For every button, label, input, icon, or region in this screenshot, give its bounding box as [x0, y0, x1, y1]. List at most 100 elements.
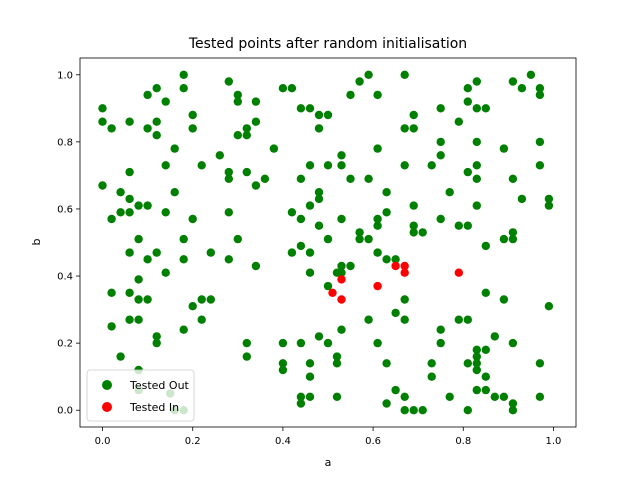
point-tested-out	[296, 392, 306, 401]
point-tested-out	[188, 124, 197, 133]
point-tested-out	[373, 144, 382, 153]
point-tested-out	[287, 208, 297, 217]
y-tick-label: 1.0	[57, 70, 73, 81]
point-tested-out	[418, 228, 427, 237]
legend-marker-tested-out	[102, 380, 112, 390]
x-axis-label: a	[325, 456, 332, 469]
point-tested-out	[314, 221, 324, 230]
point-tested-out	[400, 295, 409, 304]
point-tested-out	[337, 161, 346, 170]
point-tested-out	[98, 117, 107, 126]
point-tested-out	[152, 338, 161, 348]
x-tick-label: 0.8	[455, 436, 471, 447]
point-tested-out	[242, 131, 251, 140]
point-tested-in	[400, 268, 409, 277]
point-tested-out	[517, 84, 527, 93]
plot-frame	[79, 57, 577, 428]
point-tested-out	[409, 201, 418, 210]
point-tested-out	[143, 255, 152, 264]
point-tested-out	[296, 214, 306, 224]
point-tested-out	[305, 201, 315, 210]
point-tested-out	[224, 167, 233, 177]
point-tested-out	[323, 234, 333, 244]
point-tested-out	[251, 181, 261, 190]
point-tested-out	[107, 288, 116, 297]
x-tick-label: 0.4	[275, 436, 291, 447]
point-tested-out	[427, 161, 436, 170]
point-tested-in	[337, 275, 346, 284]
legend-label-tested-in: Tested In	[129, 401, 179, 414]
point-tested-out	[535, 359, 545, 368]
point-tested-out	[472, 77, 481, 86]
point-tested-out	[152, 117, 161, 126]
point-tested-out	[337, 151, 346, 160]
point-tested-out	[107, 214, 116, 224]
point-tested-out	[337, 268, 346, 277]
point-tested-out	[143, 295, 152, 304]
point-tested-out	[508, 406, 518, 415]
point-tested-out	[125, 248, 134, 257]
point-tested-out	[134, 234, 143, 244]
point-tested-out	[305, 248, 315, 257]
x-tick-label: 0.0	[95, 436, 111, 447]
point-tested-out	[269, 144, 279, 153]
point-tested-out	[179, 70, 188, 80]
point-tested-out	[251, 117, 261, 126]
point-tested-out	[116, 352, 125, 361]
point-tested-out	[472, 137, 481, 147]
point-tested-out	[544, 194, 554, 204]
point-tested-out	[170, 144, 179, 153]
y-tick-label: 0.2	[57, 339, 73, 350]
point-tested-out	[296, 104, 306, 113]
point-tested-out	[535, 84, 545, 93]
point-tested-out	[463, 167, 472, 177]
point-tested-out	[125, 117, 134, 126]
point-tested-out	[143, 90, 152, 100]
point-tested-out	[544, 201, 554, 210]
point-tested-out	[373, 221, 382, 230]
point-tested-out	[242, 167, 251, 177]
point-tested-out	[436, 214, 445, 224]
point-tested-out	[314, 194, 324, 204]
point-tested-out	[355, 234, 364, 244]
point-tested-out	[472, 365, 481, 375]
point-tested-out	[481, 288, 490, 297]
y-axis-label: b	[30, 238, 43, 245]
point-tested-out	[409, 228, 418, 237]
point-tested-out	[251, 261, 261, 271]
point-tested-out	[382, 255, 391, 264]
point-tested-out	[206, 295, 215, 304]
point-tested-out	[508, 228, 518, 237]
y-tick-label: 0.8	[57, 137, 73, 148]
point-tested-out	[314, 332, 324, 341]
point-tested-out	[134, 275, 143, 284]
point-tested-out	[242, 124, 251, 133]
point-tested-out	[332, 392, 342, 401]
point-tested-out	[382, 359, 391, 368]
point-tested-out	[499, 392, 509, 401]
point-tested-out	[346, 90, 355, 100]
point-tested-out	[224, 77, 233, 86]
point-tested-out	[332, 359, 342, 368]
point-tested-out	[188, 214, 197, 224]
point-tested-out	[409, 221, 418, 230]
point-tested-out	[364, 315, 373, 324]
point-tested-out	[544, 302, 554, 311]
point-tested-out	[436, 338, 445, 348]
point-tested-out	[382, 399, 391, 408]
point-tested-out	[125, 167, 134, 177]
point-tested-out	[215, 151, 224, 160]
point-tested-out	[436, 137, 445, 147]
y-tick-label: 0.4	[57, 272, 73, 283]
x-axis-ticks: 0.0 0.2 0.4 0.6 0.8 1.0	[95, 427, 561, 447]
point-tested-out	[98, 181, 107, 190]
point-tested-out	[107, 322, 116, 331]
point-tested-out	[152, 248, 161, 257]
point-tested-out	[337, 214, 346, 224]
point-tested-out	[305, 359, 315, 368]
point-tested-out	[427, 372, 436, 381]
point-tested-out	[197, 315, 206, 324]
point-tested-out	[152, 131, 161, 140]
point-tested-out	[409, 124, 418, 133]
